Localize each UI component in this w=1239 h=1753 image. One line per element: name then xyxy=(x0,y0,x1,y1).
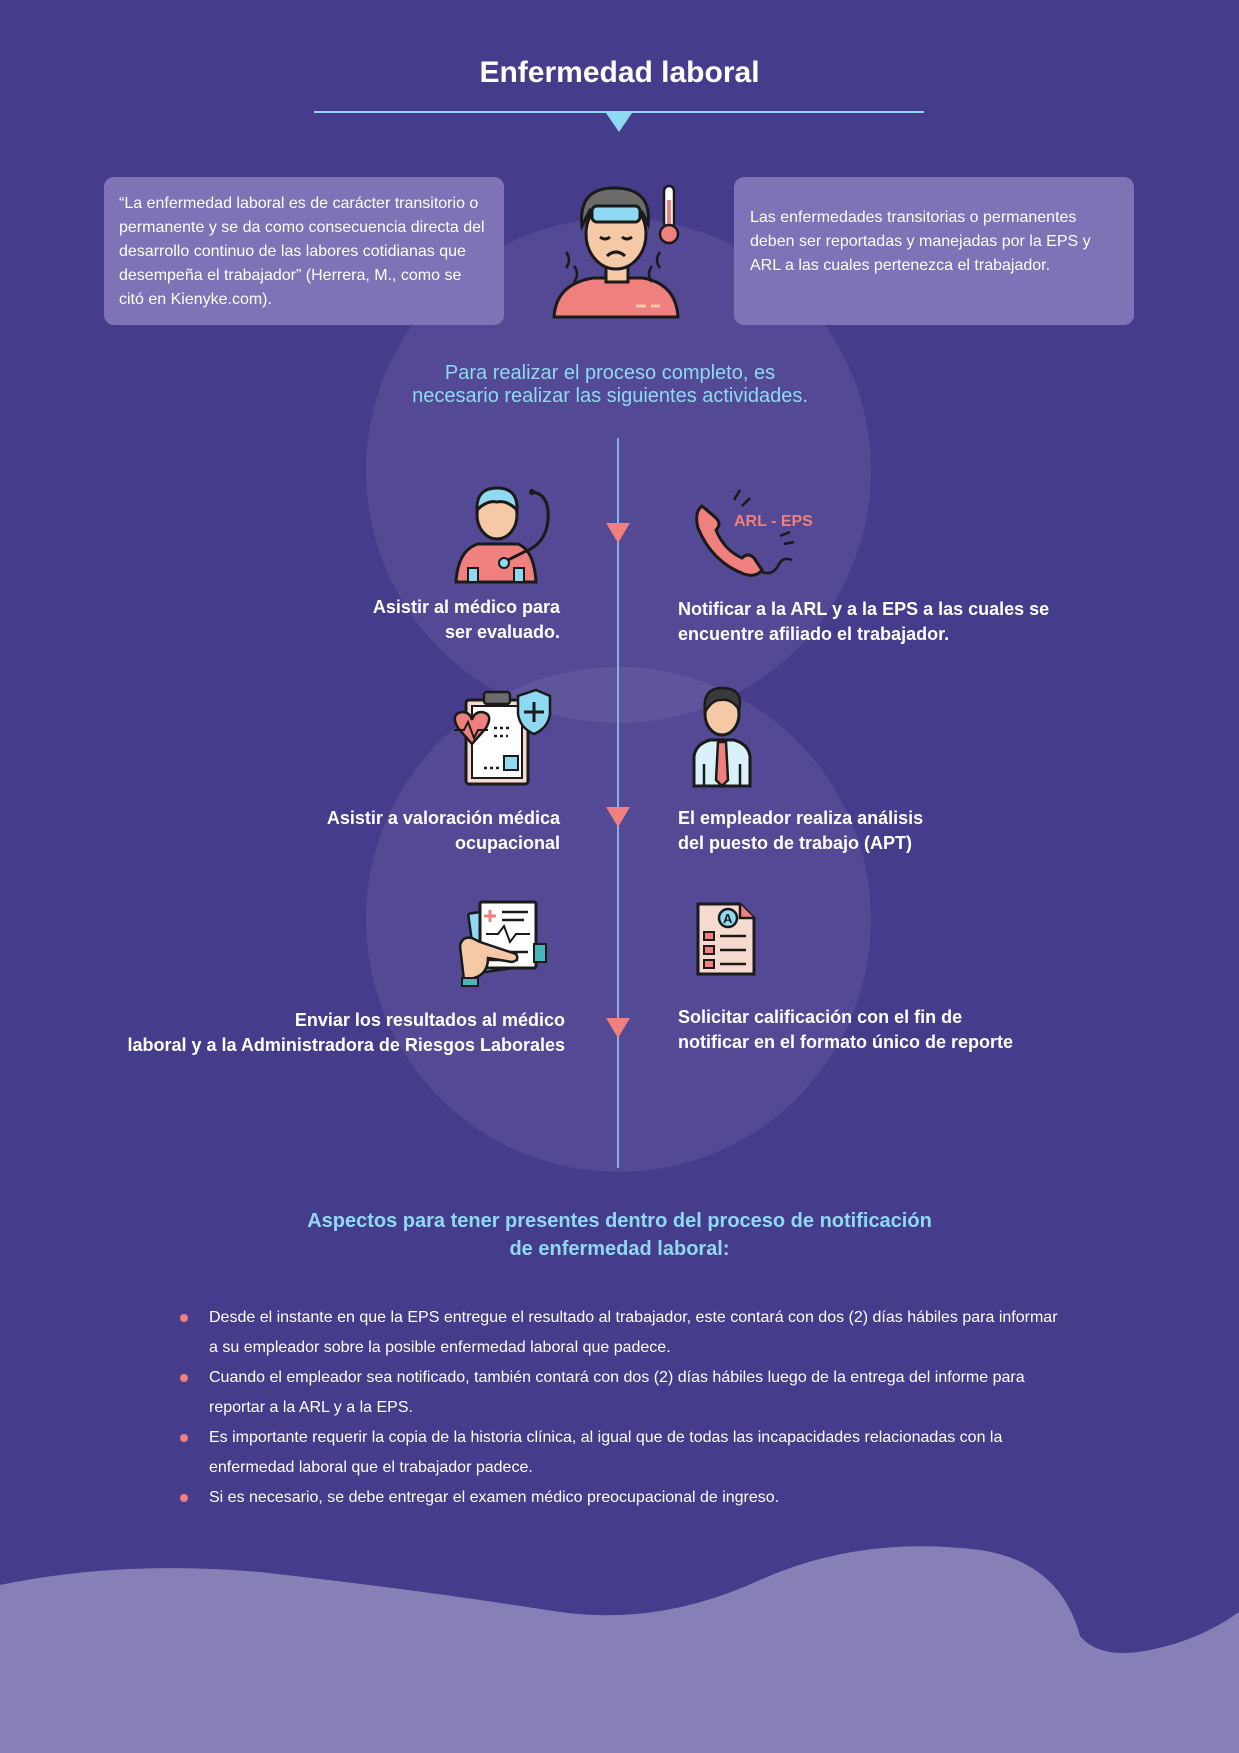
bullet-icon xyxy=(180,1434,188,1442)
definition-box: “La enfermedad laboral es de carácter tr… xyxy=(104,177,504,325)
doctor-icon xyxy=(454,486,550,584)
step-6-label: Solicitar calificación con el fin de not… xyxy=(678,1005,1098,1055)
bullet-icon xyxy=(180,1494,188,1502)
timeline-arrow xyxy=(606,523,630,543)
intro-line-2: necesario realizar las siguientes activi… xyxy=(412,385,808,407)
list-item: Si es necesario, se debe entregar el exa… xyxy=(180,1483,1060,1513)
list-item: Cuando el empleador sea notificado, tamb… xyxy=(180,1363,1060,1423)
step-4-line-1: El empleador realiza análisis xyxy=(678,808,924,828)
reporting-box: Las enfermedades transitorias o permanen… xyxy=(734,177,1134,325)
intro-text: Para realizar el proceso completo, es ne… xyxy=(330,362,890,408)
aspects-title-line-2: de enfermedad laboral: xyxy=(509,1238,730,1260)
step-2-line-2: encuentre afiliado el trabajador. xyxy=(678,624,950,644)
list-item-text: Es importante requerir la copia de la hi… xyxy=(209,1429,1003,1476)
step-4-line-2: del puesto de trabajo (APT) xyxy=(678,833,913,853)
timeline-line xyxy=(617,438,619,1168)
bullet-icon xyxy=(180,1374,188,1382)
step-2-label: Notificar a la ARL y a la EPS a las cual… xyxy=(678,597,1098,647)
step-3-label: Asistir a valoración médica ocupacional xyxy=(300,806,560,856)
footer-wave xyxy=(0,1546,1239,1753)
step-5-label: Enviar los resultados al médico laboral … xyxy=(120,1008,565,1058)
step-5-line-2: laboral y a la Administradora de Riesgos… xyxy=(127,1035,565,1055)
list-item-text: Desde el instante en que la EPS entregue… xyxy=(209,1309,1058,1356)
aspects-title: Aspectos para tener presentes dentro del… xyxy=(0,1207,1239,1263)
step-1-line-2: ser evaluado. xyxy=(444,622,560,642)
grade-document-icon: A xyxy=(696,902,756,976)
employer-icon xyxy=(692,686,752,788)
page-title: Enfermedad laboral xyxy=(479,56,760,89)
step-3-line-2: ocupacional xyxy=(454,833,560,853)
aspects-list: Desde el instante en que la EPS entregue… xyxy=(180,1303,1060,1513)
phone-icon: ARL - EPS xyxy=(695,489,813,577)
step-5-line-1: Enviar los resultados al médico xyxy=(294,1010,565,1030)
title-divider-arrow xyxy=(606,113,632,132)
step-2-line-1: Notificar a la ARL y a la EPS a las cual… xyxy=(678,599,1050,619)
grade-letter: A xyxy=(723,911,733,926)
timeline-arrow xyxy=(606,807,630,827)
results-document-icon xyxy=(458,900,547,987)
medical-report-icon xyxy=(453,688,552,786)
bullet-icon xyxy=(180,1314,188,1322)
reporting-text: Las enfermedades transitorias o permanen… xyxy=(750,209,1091,274)
list-item: Es importante requerir la copia de la hi… xyxy=(180,1423,1060,1483)
list-item-text: Si es necesario, se debe entregar el exa… xyxy=(209,1489,780,1506)
sick-person-thermometer-icon xyxy=(552,184,680,319)
intro-line-1: Para realizar el proceso completo, es xyxy=(444,362,776,384)
title-divider xyxy=(314,111,924,113)
step-1-label: Asistir al médico para ser evaluado. xyxy=(300,595,560,645)
definition-text: “La enfermedad laboral es de carácter tr… xyxy=(119,195,485,308)
list-item: Desde el instante en que la EPS entregue… xyxy=(180,1303,1060,1363)
step-4-label: El empleador realiza análisis del puesto… xyxy=(678,806,1098,856)
step-6-line-1: Solicitar calificación con el fin de xyxy=(678,1007,963,1027)
step-3-line-1: Asistir a valoración médica xyxy=(326,808,560,828)
aspects-title-line-1: Aspectos para tener presentes dentro del… xyxy=(307,1210,932,1232)
step-6-line-2: notificar en el formato único de reporte xyxy=(678,1032,1014,1052)
step-1-line-1: Asistir al médico para xyxy=(372,597,560,617)
phone-icon-text: ARL - EPS xyxy=(734,513,813,530)
timeline-arrow xyxy=(606,1018,630,1038)
list-item-text: Cuando el empleador sea notificado, tamb… xyxy=(209,1369,1025,1416)
